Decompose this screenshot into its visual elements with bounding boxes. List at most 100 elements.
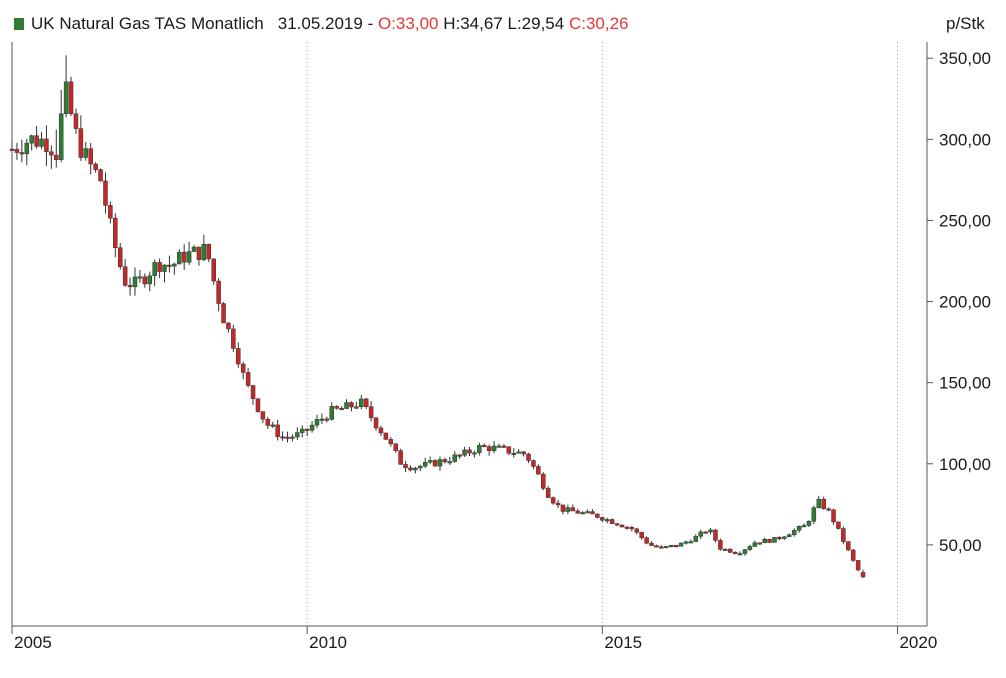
candle-body (117, 247, 123, 268)
candle-body (93, 163, 98, 170)
candle-body (580, 512, 585, 515)
candle-body (68, 81, 74, 115)
candle-body (629, 527, 635, 530)
candle-body (73, 113, 79, 129)
candle-body (113, 217, 118, 248)
candle-body (526, 453, 531, 461)
candle-body (806, 521, 812, 526)
candle-body (860, 572, 866, 578)
candle-body (172, 263, 177, 267)
candle-body (413, 467, 418, 471)
candle-body (191, 246, 197, 252)
candle-body (255, 398, 261, 412)
candle-body (614, 523, 620, 526)
candle-body (98, 169, 103, 182)
candle-body (177, 251, 182, 265)
candle-body (108, 205, 113, 219)
candle-body (49, 151, 54, 156)
candle-body (363, 398, 369, 407)
candle-body (408, 467, 413, 471)
candle-body (644, 537, 649, 544)
candle-body (678, 542, 684, 547)
candle-body (757, 542, 762, 545)
candle-body (280, 436, 285, 439)
candle-body (723, 548, 728, 551)
candle-body (216, 280, 221, 304)
instrument-title: UK Natural Gas TAS Monatlich (31, 14, 264, 33)
candle-body (162, 264, 167, 272)
x-tick-label: 2005 (14, 633, 52, 652)
candle-body (486, 446, 492, 452)
candle-body (801, 525, 807, 528)
candle-body (767, 539, 772, 543)
x-tick-label: 2020 (899, 633, 937, 652)
candle-body (491, 445, 497, 452)
candle-body (737, 553, 743, 556)
y-tick-label: 200,00 (939, 293, 991, 312)
y-tick-label: 100,00 (939, 455, 991, 474)
candle-body (236, 348, 241, 365)
x-tick-label: 2010 (309, 633, 347, 652)
candle-body (334, 406, 339, 409)
candle-body (831, 509, 836, 523)
candle-body (506, 446, 512, 454)
candle-body (226, 322, 231, 330)
candle-body (388, 439, 394, 445)
y-axis-labels: 50,00 100,00 150,00 200,00 250,00 300,00 350,0… (939, 49, 991, 555)
low-value: L:29,54 (507, 14, 565, 33)
candle-body (713, 529, 718, 541)
candle-body (516, 451, 521, 454)
candle-body (752, 542, 758, 547)
candle-body (604, 519, 610, 522)
candle-body (560, 504, 566, 512)
candle-body (555, 502, 561, 506)
unit-label: p/Stk (946, 14, 985, 33)
candle-body (664, 546, 669, 549)
candle-body (545, 488, 551, 498)
candle-body (496, 445, 502, 448)
candle-body (206, 243, 212, 260)
candle-body (260, 411, 266, 420)
candle-body (693, 536, 699, 542)
candle-body (457, 454, 462, 457)
candle-body (319, 418, 325, 421)
candle-body (270, 424, 275, 427)
candle-body (19, 152, 25, 155)
candle-body (9, 148, 15, 151)
candle-body (772, 537, 777, 543)
candle-body (427, 460, 433, 463)
y-tick-label: 250,00 (939, 211, 991, 230)
candle-body (88, 148, 93, 165)
candle-body (368, 406, 374, 419)
candle-body (359, 398, 364, 407)
candle-body (565, 507, 571, 512)
candle-body (619, 524, 625, 528)
candle-body (791, 530, 797, 535)
candle-body (826, 508, 831, 511)
candle-body (442, 459, 448, 463)
candles (9, 55, 866, 579)
candle-body (855, 560, 861, 571)
candle-body (821, 498, 826, 509)
candle-body (393, 443, 398, 451)
candle-body (418, 465, 423, 469)
candle-body (265, 418, 271, 426)
candle-body (290, 436, 295, 439)
candle-body (398, 450, 403, 465)
candle-body (841, 528, 846, 542)
candle-body (314, 419, 320, 426)
candle-body (432, 460, 438, 467)
candle-body (285, 436, 290, 439)
candle-body (58, 113, 64, 160)
candle-body (295, 432, 300, 438)
header-separator: - (367, 14, 374, 33)
y-tick-label: 150,00 (939, 374, 991, 393)
candle-body (132, 276, 138, 288)
y-tick-label: 50,00 (939, 536, 982, 555)
candle-body (782, 536, 787, 539)
candle-body (231, 328, 236, 349)
high-value: H:34,67 (443, 14, 503, 33)
candle-body (157, 262, 162, 272)
axes (11, 42, 933, 634)
